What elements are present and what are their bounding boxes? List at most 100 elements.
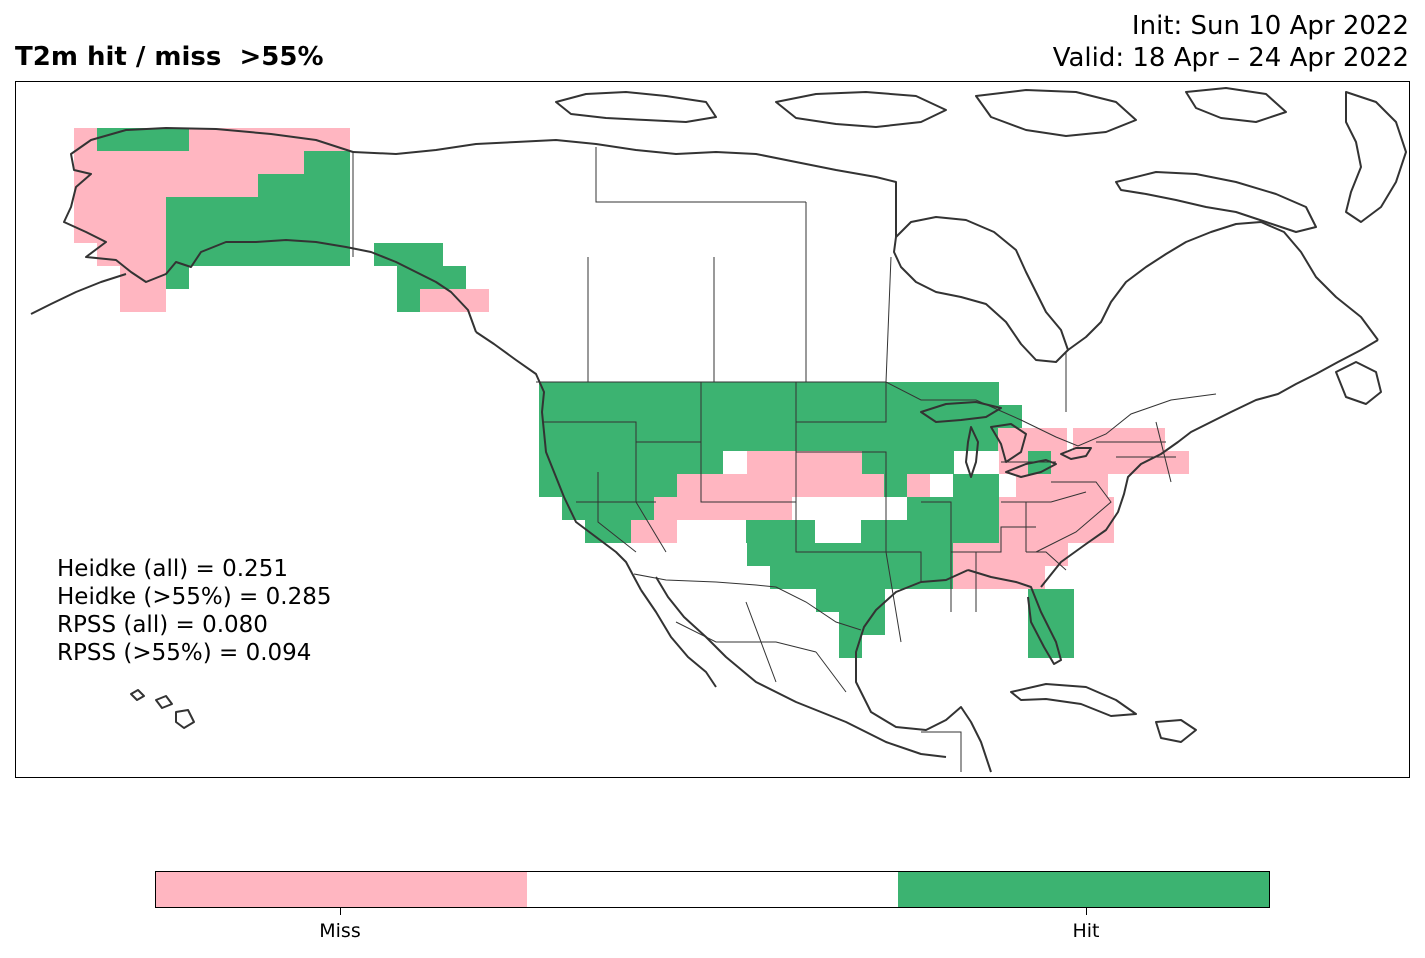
arctic-island-2 [775, 91, 947, 128]
miss-cell [677, 474, 815, 497]
arctic-island-4 [1185, 87, 1287, 123]
miss-cell [654, 497, 792, 520]
hit-cell [1028, 589, 1074, 612]
init-date: Init: Sun 10 Apr 2022 [1131, 11, 1409, 41]
us-mexico-border [633, 573, 862, 631]
miss-cell [907, 474, 930, 497]
baja-coast [640, 589, 717, 688]
miss-cell [953, 543, 1022, 566]
skill-scores: Heidke (all) = 0.251 Heidke (>55%) = 0.2… [57, 555, 331, 667]
miss-cell [1073, 428, 1165, 451]
aleutians [30, 273, 127, 315]
hit-cell [770, 566, 931, 589]
heidke-all: Heidke (all) = 0.251 [57, 556, 288, 582]
miss-label: Miss [319, 920, 361, 942]
rpss-all: RPSS (all) = 0.080 [57, 612, 268, 638]
political-borders [352, 147, 1217, 772]
coastlines [30, 87, 1407, 773]
miss-cell [1016, 474, 1108, 497]
lake-ontario [1060, 447, 1092, 460]
atlantic-coast [1040, 339, 1379, 588]
arctic-island-1 [555, 91, 717, 123]
forecast-cells [74, 128, 1189, 658]
us-state-lines [544, 382, 1176, 643]
hit-cell [258, 174, 350, 197]
miss-cell [97, 243, 166, 266]
miss-cell [999, 497, 1114, 520]
hit-label: Hit [1072, 920, 1100, 942]
lake-superior [920, 401, 1002, 423]
us-canada-border [352, 152, 1217, 447]
miss-cell [998, 428, 1067, 451]
miss-cell [815, 474, 884, 497]
miss-cell [189, 128, 350, 151]
hawaii-3 [175, 709, 195, 729]
lake-michigan [965, 426, 979, 478]
alaska-coast [63, 127, 477, 333]
ca-province-lines [587, 147, 1067, 412]
hit-cell [562, 497, 654, 520]
labrador-coast [1067, 221, 1379, 351]
miss-cell [999, 520, 1114, 543]
miss-tick [340, 908, 341, 915]
lake-erie [1005, 459, 1057, 478]
hit-cell [539, 428, 1022, 451]
hit-cell [539, 451, 723, 474]
hit-cell [839, 612, 885, 635]
valid-range: Valid: 18 Apr – 24 Apr 2022 [1052, 43, 1409, 73]
gulf-coast [855, 569, 992, 773]
miss-cell [1166, 451, 1189, 474]
hit-cell [397, 266, 466, 289]
arctic-island-3 [975, 89, 1137, 137]
hit-cell [816, 589, 885, 612]
hit-cell [1028, 635, 1074, 658]
map-canvas [30, 87, 1407, 773]
hit-cell [397, 289, 420, 312]
hit-cell [862, 451, 954, 474]
map-panel [15, 81, 1410, 778]
miss-cell [120, 289, 166, 312]
miss-cell [74, 174, 258, 197]
hit-cell [861, 520, 999, 543]
hit-cell [953, 474, 999, 497]
hit-cell [374, 243, 443, 266]
hawaii-1 [130, 689, 145, 701]
hit-tick [1086, 908, 1087, 915]
miss-cell [1022, 543, 1068, 566]
mexico-states [675, 601, 962, 772]
florida-coast [967, 569, 1062, 665]
mexico-pacific [655, 576, 947, 758]
rpss-55: RPSS (>55%) = 0.094 [57, 640, 312, 666]
hispaniola [1155, 719, 1197, 743]
hit-cell [746, 520, 815, 543]
heidke-55: Heidke (>55%) = 0.285 [57, 584, 332, 610]
hit-cell [166, 243, 350, 266]
hawaii-2 [155, 695, 173, 709]
cuba [1010, 683, 1137, 717]
baffin-island [1115, 171, 1317, 233]
colorbar-hit-segment [898, 872, 1269, 907]
newfoundland [1335, 361, 1382, 405]
hit-cell [166, 220, 350, 243]
date-info: Init: Sun 10 Apr 2022 Valid: 18 Apr – 24… [1053, 10, 1409, 74]
colorbar-miss-segment [156, 872, 527, 907]
hit-cell [1028, 612, 1074, 635]
hit-cell [539, 382, 999, 405]
arctic-island-5 [1345, 91, 1407, 223]
hit-cell [747, 543, 954, 566]
pacific-coast [475, 331, 642, 591]
hudson-bay [893, 216, 1069, 363]
miss-cell [74, 220, 166, 243]
map-title: T2m hit / miss >55% [15, 42, 324, 72]
hit-cell [97, 128, 189, 151]
lake-huron [990, 423, 1027, 463]
hit-cell [166, 197, 350, 220]
hit-cell [585, 520, 631, 543]
hit-cell [539, 474, 677, 497]
hit-cell [884, 474, 907, 497]
arctic-coast [352, 139, 897, 237]
miss-cell [74, 197, 166, 220]
miss-cell [74, 151, 350, 174]
hit-cell [304, 151, 350, 174]
hit-cell [539, 405, 1022, 428]
